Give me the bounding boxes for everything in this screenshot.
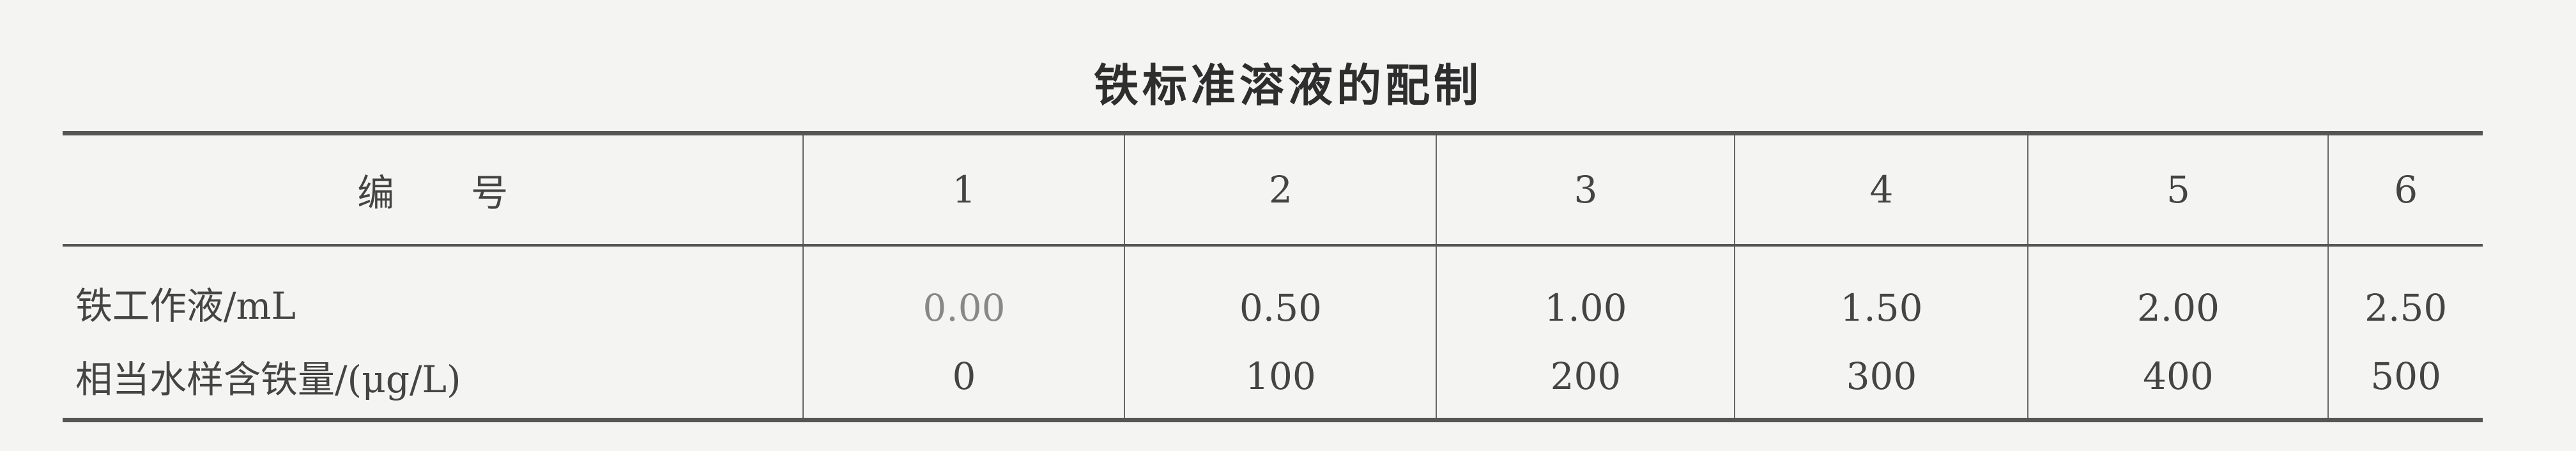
iron-standard-table: 编号 1 2 3 4 5 6 铁工作液/mL 0.00 0.50 1.00 1.… (63, 131, 2483, 422)
header-cell: 6 (2327, 133, 2483, 247)
table-cell: 0.00 (802, 245, 1125, 335)
header-cell: 4 (1734, 133, 2028, 247)
table-cell: 400 (2027, 335, 2329, 420)
table-row: 铁工作液/mL 0.00 0.50 1.00 1.50 2.00 2.50 (63, 245, 2483, 335)
table-cell: 2.00 (2027, 245, 2329, 335)
header-cell: 编号 (63, 133, 804, 247)
row-label: 铁工作液/mL (75, 284, 296, 328)
table-cell: 100 (1124, 335, 1437, 420)
table-cell: 0 (802, 335, 1125, 420)
table-header-row: 编号 1 2 3 4 5 6 (63, 133, 2483, 247)
table-row: 相当水样含铁量/(μg/L) 0 100 200 300 400 500 (63, 335, 2483, 420)
row-label: 相当水样含铁量/(μg/L) (75, 358, 461, 401)
header-cell: 5 (2027, 133, 2329, 247)
table-cell: 500 (2327, 335, 2483, 420)
table-cell: 1.00 (1436, 245, 1735, 335)
table-cell: 0.50 (1124, 245, 1437, 335)
table-cell: 300 (1734, 335, 2028, 420)
header-cell: 2 (1124, 133, 1437, 247)
table-cell: 1.50 (1734, 245, 2028, 335)
header-cell: 3 (1436, 133, 1735, 247)
table-title: 铁标准溶液的配制 (1094, 59, 1482, 112)
table-cell: 2.50 (2327, 245, 2483, 335)
table-cell: 200 (1436, 335, 1735, 420)
header-cell: 1 (802, 133, 1125, 247)
